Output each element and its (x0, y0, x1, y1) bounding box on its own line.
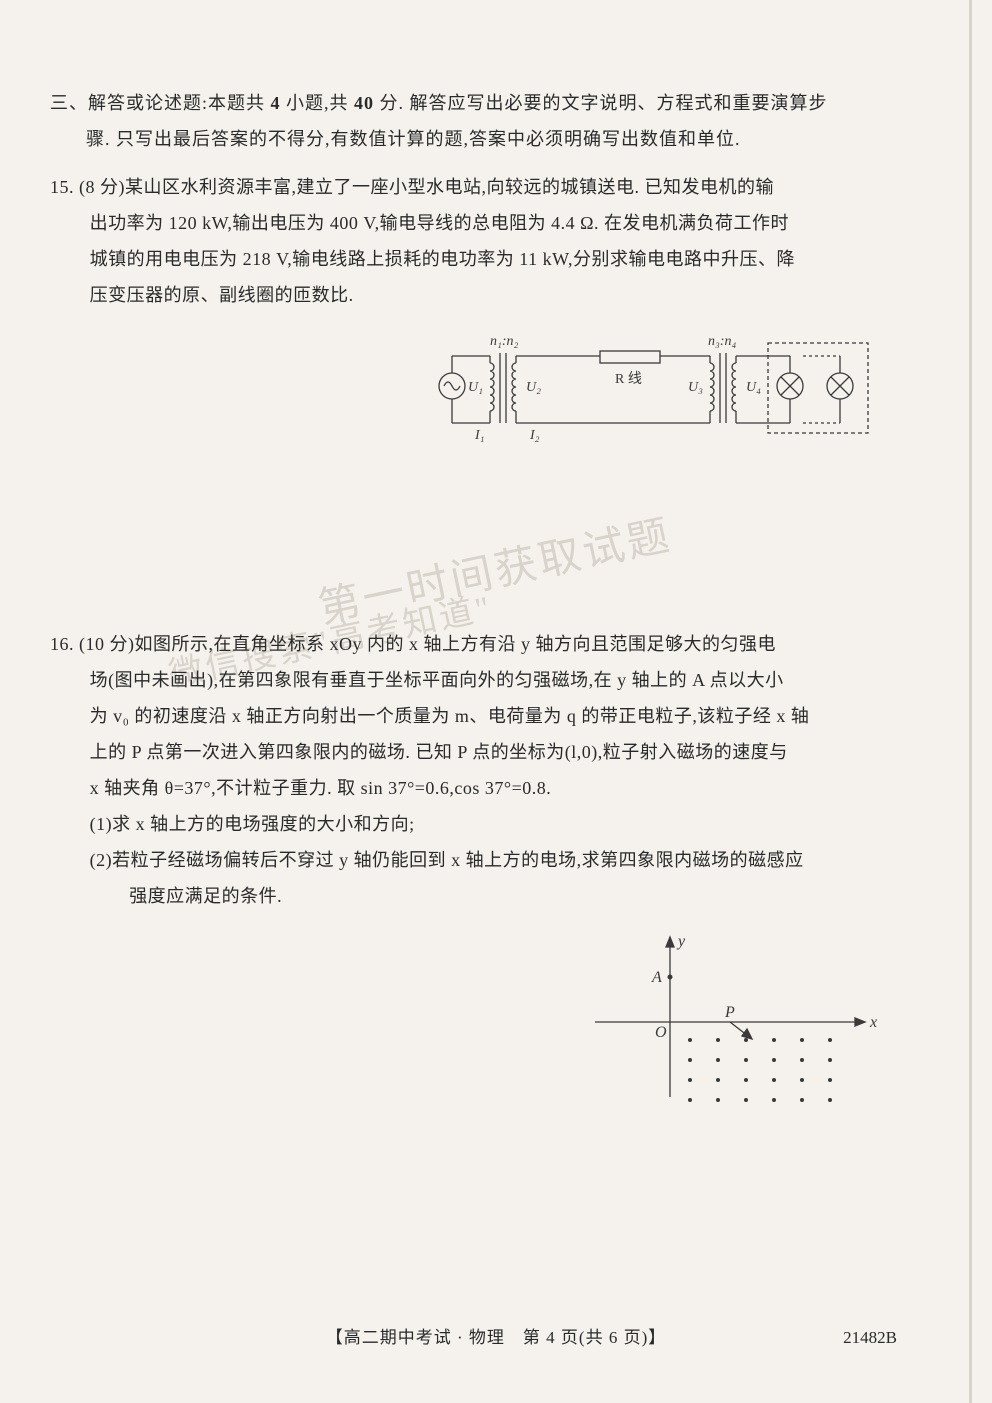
p16-sub1: (1)求 x 轴上方的电场强度的大小和方向; (50, 806, 937, 842)
label-n3n4: n₃:n₄ (708, 334, 737, 349)
label-P: P (724, 1004, 735, 1021)
sec-mid1: 小题,共 (281, 93, 355, 113)
sec-count: 4 (271, 93, 281, 113)
label-x: x (869, 1014, 877, 1031)
problem-15: 15. (8 分)某山区水利资源丰富,建立了一座小型水电站,向较远的城镇送电. … (50, 169, 937, 313)
p16-line3: 为 v₀ 的初速度沿 x 轴正方向射出一个质量为 m、电荷量为 q 的带正电粒子… (50, 698, 937, 734)
p15-num: 15. (8 分) (50, 177, 125, 197)
p16-num: 16. (10 分) (50, 634, 135, 654)
label-R: R 线 (615, 371, 642, 387)
sec-prefix: 三、解答或论述题:本题共 (50, 93, 271, 113)
label-O: O (655, 1024, 667, 1041)
p16-line2: 场(图中未画出),在第四象限有垂直于坐标平面向外的匀强磁场,在 y 轴上的 A … (50, 662, 937, 698)
section-3-header: 三、解答或论述题:本题共 4 小题,共 40 分. 解答应写出必要的文字说明、方… (50, 85, 937, 157)
p16-line5: x 轴夹角 θ=37°,不计粒子重力. 取 sin 37°=0.6,cos 37… (50, 770, 937, 806)
p16-line1: 如图所示,在直角坐标系 xOy 内的 x 轴上方有沿 y 轴方向且范围足够大的匀… (135, 634, 777, 654)
sec-mid2: 分. 解答应写出必要的文字说明、方程式和重要演算步 (374, 93, 828, 113)
p16-sub2: (2)若粒子经磁场偏转后不穿过 y 轴仍能回到 x 轴上方的电场,求第四象限内磁… (50, 842, 937, 878)
label-I2: I₂ (529, 428, 540, 443)
footer-code: 21482B (843, 1328, 897, 1348)
footer-text: 【高二期中考试 · 物理 第 4 页(共 6 页)】 (326, 1328, 666, 1347)
p16-line4: 上的 P 点第一次进入第四象限内的磁场. 已知 P 点的坐标为(l,0),粒子射… (50, 734, 937, 770)
label-U3: U₃ (688, 380, 703, 395)
problem-16: 16. (10 分)如图所示,在直角坐标系 xOy 内的 x 轴上方有沿 y 轴… (50, 626, 937, 914)
p15-line1: 某山区水利资源丰富,建立了一座小型水电站,向较远的城镇送电. 已知发电机的输 (125, 177, 774, 197)
coord-diagram: y x O A P (570, 932, 890, 1112)
p16-sub2b: 强度应满足的条件. (50, 878, 937, 914)
label-I1: I₁ (474, 428, 485, 443)
label-U2: U₂ (526, 380, 541, 395)
label-y: y (676, 933, 686, 950)
p15-line2: 出功率为 120 kW,输出电压为 400 V,输电导线的总电阻为 4.4 Ω.… (50, 205, 937, 241)
label-A: A (651, 969, 662, 986)
label-U4: U₄ (746, 380, 761, 395)
sec-points: 40 (354, 93, 374, 113)
ghost-bleed-text (50, 1142, 937, 1244)
label-n1n2: n₁:n₂ (490, 334, 519, 349)
p15-line3: 城镇的用电电压为 218 V,输电线路上损耗的电功率为 11 kW,分别求输电电… (50, 241, 937, 277)
sec-line2: 骤. 只写出最后答案的不得分,有数值计算的题,答案中必须明确写出数值和单位. (50, 121, 937, 157)
circuit-diagram: n₁:n₂ n₃:n₄ U₁ U₂ U₃ U₄ I₁ I₂ R 线 (430, 331, 890, 446)
p15-line4: 压变压器的原、副线圈的匝数比. (50, 277, 937, 313)
label-U1: U₁ (468, 380, 483, 395)
page-edge-shadow (969, 0, 972, 1403)
